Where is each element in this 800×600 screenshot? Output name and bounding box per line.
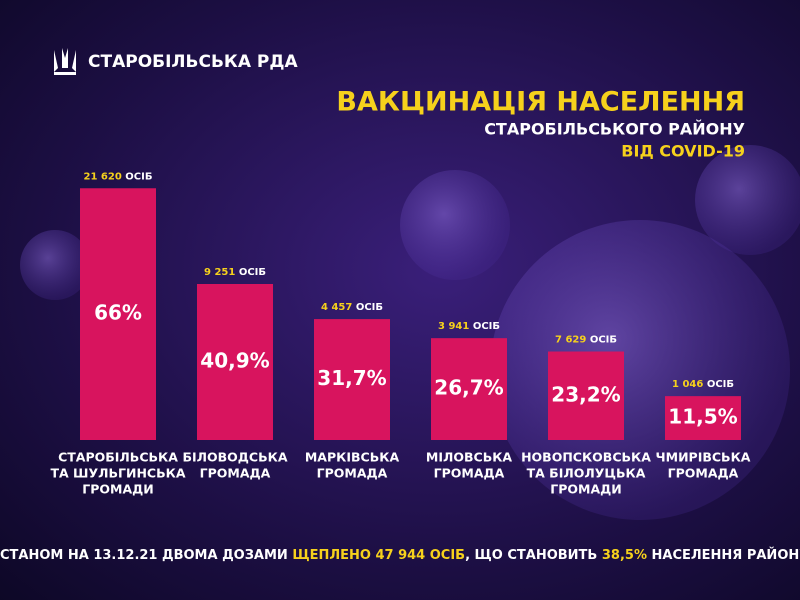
bar (665, 396, 741, 440)
footer-segment: ЩЕПЛЕНО 47 944 ОСІБ (292, 548, 466, 563)
bar (548, 351, 624, 440)
footer: СТАНОМ НА 13.12.21 ДВОМА ДОЗАМИ ЩЕПЛЕНО … (0, 548, 800, 563)
x-tick-label: МІЛОВСЬКА (426, 450, 513, 465)
value-label: 31,7% (317, 366, 386, 390)
count-number: 1 046 (672, 379, 703, 390)
count-unit: ОСІБ (590, 335, 617, 346)
value-label: 26,7% (434, 376, 503, 400)
x-tick-label: ГРОМАДИ (550, 482, 621, 497)
x-tick-label: ГРОМАДА (434, 466, 505, 481)
count-number: 3 941 (438, 321, 469, 332)
count-label: 9 251 ОСІБ (204, 267, 266, 278)
org-name: СТАРОБІЛЬСЬКА РДА (88, 52, 299, 72)
value-label: 11,5% (668, 405, 737, 429)
count-unit: ОСІБ (239, 267, 266, 278)
x-tick-label: ГРОМАДИ (82, 482, 153, 497)
footer-segment: 38,5% (601, 548, 647, 563)
count-label: 21 620 ОСІБ (84, 171, 153, 182)
count-unit: ОСІБ (356, 302, 383, 313)
count-number: 7 629 (555, 335, 586, 346)
x-tick-label: ТА ШУЛЬГИНСЬКА (50, 466, 185, 481)
count-label: 4 457 ОСІБ (321, 302, 383, 313)
x-tick-label: ГРОМАДА (317, 466, 388, 481)
count-label: 3 941 ОСІБ (438, 321, 500, 332)
count-label: 7 629 ОСІБ (555, 335, 617, 346)
chart-subtitle: ВІД COVID-19 (621, 142, 745, 161)
trident-icon (54, 48, 76, 75)
bar (431, 338, 507, 440)
count-number: 9 251 (204, 267, 235, 278)
count-unit: ОСІБ (125, 171, 152, 182)
x-tick-label: НОВОПСКОВСЬКА (521, 450, 651, 465)
count-unit: ОСІБ (707, 379, 734, 390)
footer-segment: , ЩО СТАНОВИТЬ (465, 548, 602, 563)
chart-title: ВАКЦИНАЦІЯ НАСЕЛЕННЯ (336, 87, 745, 118)
count-number: 21 620 (84, 171, 122, 182)
bar (197, 283, 273, 440)
bar (80, 188, 156, 440)
count-unit: ОСІБ (473, 321, 500, 332)
bar (314, 319, 390, 440)
count-label: 1 046 ОСІБ (672, 379, 734, 390)
count-number: 4 457 (321, 302, 352, 313)
decor-virus (20, 145, 800, 520)
x-tick-label: ЧМИРІВСЬКА (656, 450, 751, 465)
x-tick-label: ТА БІЛОЛУЦЬКА (527, 466, 646, 481)
x-tick-label: ГРОМАДА (668, 466, 739, 481)
x-tick-label: СТАРОБІЛЬСЬКА (58, 450, 178, 465)
value-label: 23,2% (551, 382, 620, 406)
value-label: 40,9% (200, 348, 269, 372)
chart-subtitle: СТАРОБІЛЬСЬКОГО РАЙОНУ (484, 120, 745, 139)
value-label: 66% (94, 301, 142, 325)
x-tick-label: МАРКІВСЬКА (305, 450, 400, 465)
x-tick-label: БІЛОВОДСЬКА (182, 450, 287, 465)
x-tick-label: ГРОМАДА (200, 466, 271, 481)
footer-segment: СТАНОМ НА 13.12.21 ДВОМА ДОЗАМИ (0, 548, 293, 563)
footer-segment: НАСЕЛЕННЯ РАЙОНУ (646, 548, 800, 563)
